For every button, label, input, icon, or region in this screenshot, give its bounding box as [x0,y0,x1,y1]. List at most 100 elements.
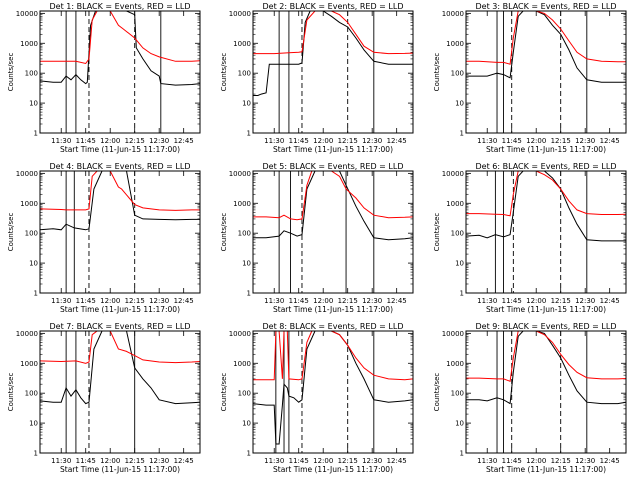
y-tick-label: 1000 [20,200,38,208]
y-tick-label: 1 [460,130,464,138]
y-tick-label: 100 [25,70,38,78]
x-tick-label: 12:30 [149,137,169,145]
series-red [253,171,413,221]
chart-panel-7: Det 7: BLACK = Events, RED = LLD Counts/s… [7,322,201,474]
chart-panel-4: Det 4: BLACK = Events, RED = LLD Counts/s… [7,162,201,314]
x-tick-label: 12:45 [174,297,194,305]
series-black [40,171,200,231]
y-tick-label: 10000 [229,10,251,18]
x-tick-label: 11:30 [264,457,284,465]
plot-frame [465,170,627,294]
y-axis-label: Counts/sec [220,213,228,252]
x-tick-label: 12:15 [125,137,145,145]
y-tick-label: 10 [242,420,251,428]
x-tick-label: 11:45 [76,297,96,305]
chart-title: Det 8: BLACK = Events, RED = LLD [263,322,404,331]
x-tick-label: 12:30 [575,457,595,465]
chart-panel-2: Det 2: BLACK = Events, RED = LLD Counts/s… [220,2,414,154]
x-tick-label: 12:30 [149,457,169,465]
chart-panel-9: Det 9: BLACK = Events, RED = LLD Counts/s… [433,322,627,474]
x-tick-label: 11:30 [477,297,497,305]
plot-frame [465,10,627,134]
y-tick-label: 10 [29,420,38,428]
x-tick-label: 12:30 [362,137,382,145]
chart-title: Det 2: BLACK = Events, RED = LLD [263,2,404,11]
y-tick-label: 10000 [16,330,38,338]
y-tick-label: 10000 [442,170,464,178]
x-tick-label: 12:15 [551,457,571,465]
x-axis-label: Start Time (11-Jun-15 11:17:00) [486,305,606,314]
x-axis-label: Start Time (11-Jun-15 11:17:00) [273,465,393,474]
y-tick-label: 1000 [20,360,38,368]
series-black [466,11,626,83]
x-tick-label: 11:45 [289,137,309,145]
x-tick-label: 12:15 [125,457,145,465]
y-tick-label: 1000 [233,200,251,208]
y-tick-label: 100 [25,390,38,398]
chart-title: Det 7: BLACK = Events, RED = LLD [50,322,191,331]
y-tick-label: 1 [460,290,464,298]
y-tick-label: 10 [455,260,464,268]
x-tick-label: 12:15 [338,297,358,305]
x-tick-label: 12:30 [362,457,382,465]
x-tick-label: 12:15 [551,297,571,305]
x-tick-label: 11:30 [51,457,71,465]
chart-panel-3: Det 3: BLACK = Events, RED = LLD Counts/s… [433,2,627,154]
y-tick-label: 10 [242,260,251,268]
x-tick-label: 12:45 [174,137,194,145]
plot-frame [252,170,414,294]
x-tick-label: 12:15 [551,137,571,145]
x-tick-label: 11:45 [289,457,309,465]
series-black [253,171,413,241]
x-tick-label: 12:45 [387,297,407,305]
x-tick-label: 12:45 [600,457,620,465]
y-tick-label: 10 [242,100,251,108]
x-tick-label: 12:15 [338,137,358,145]
y-tick-label: 100 [451,230,464,238]
y-tick-label: 10 [29,260,38,268]
y-tick-label: 1000 [446,40,464,48]
plot-frame [39,10,201,134]
y-tick-label: 100 [25,230,38,238]
x-tick-label: 11:45 [502,297,522,305]
x-axis-label: Start Time (11-Jun-15 11:17:00) [60,465,180,474]
x-tick-label: 12:30 [362,297,382,305]
y-tick-label: 100 [238,230,251,238]
x-tick-label: 12:30 [149,297,169,305]
y-tick-label: 1000 [446,200,464,208]
chart-panel-1: Det 1: BLACK = Events, RED = LLD Counts/s… [7,2,201,154]
y-axis-label: Counts/sec [7,213,15,252]
plot-frame [39,330,201,454]
y-tick-label: 1 [34,130,38,138]
plot-frame [465,330,627,454]
x-tick-label: 12:45 [387,137,407,145]
y-axis-label: Counts/sec [220,373,228,412]
series-red [253,331,413,381]
y-axis-label: Counts/sec [7,53,15,92]
y-tick-label: 10 [29,100,38,108]
series-black [40,331,200,405]
y-tick-label: 1 [34,290,38,298]
y-tick-label: 100 [451,70,464,78]
chart-panel-6: Det 6: BLACK = Events, RED = LLD Counts/s… [433,162,627,314]
series-red [253,11,413,55]
y-axis-label: Counts/sec [433,373,441,412]
x-tick-label: 12:45 [174,457,194,465]
series-red [40,171,200,211]
x-tick-label: 12:00 [313,137,333,145]
chart-title: Det 1: BLACK = Events, RED = LLD [50,2,191,11]
y-tick-label: 100 [238,390,251,398]
y-axis-label: Counts/sec [220,53,228,92]
y-tick-label: 1 [460,450,464,458]
y-tick-label: 10000 [229,330,251,338]
x-tick-label: 11:45 [76,137,96,145]
y-axis-label: Counts/sec [7,373,15,412]
x-axis-label: Start Time (11-Jun-15 11:17:00) [273,145,393,154]
x-tick-label: 12:30 [575,137,595,145]
y-tick-label: 1 [247,450,251,458]
series-black [466,171,626,242]
chart-title: Det 4: BLACK = Events, RED = LLD [50,162,191,171]
x-tick-label: 11:30 [264,137,284,145]
chart-title: Det 9: BLACK = Events, RED = LLD [476,322,617,331]
